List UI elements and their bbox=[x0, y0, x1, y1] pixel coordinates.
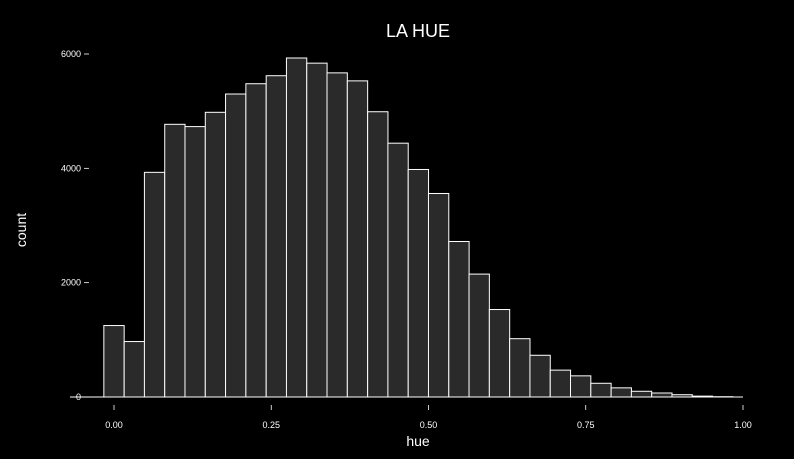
histogram-bar-14 bbox=[387, 142, 409, 398]
histogram-bar-13 bbox=[367, 111, 389, 398]
histogram-bar-22 bbox=[549, 369, 572, 398]
histogram-bar-20 bbox=[509, 338, 531, 398]
histogram-bar-27 bbox=[651, 392, 673, 398]
histogram-bar-9 bbox=[285, 57, 308, 398]
histogram-bars bbox=[103, 57, 734, 398]
histogram-bar-6 bbox=[225, 93, 247, 398]
y-tick-label-2: 4000 bbox=[61, 163, 81, 173]
histogram-bar-24 bbox=[590, 382, 612, 398]
histogram-bar-23 bbox=[570, 375, 592, 398]
histogram-bar-17 bbox=[448, 241, 470, 398]
histogram-bar-18 bbox=[468, 273, 490, 398]
x-axis-ticks: 0.00 0.25 0.50 0.75 1.00 bbox=[105, 405, 752, 430]
histogram-bar-25 bbox=[610, 387, 632, 398]
histogram-bar-26 bbox=[630, 390, 653, 398]
histogram-bar-3 bbox=[164, 123, 186, 398]
histogram-bar-12 bbox=[346, 80, 369, 398]
y-tick-label-3: 6000 bbox=[61, 49, 81, 59]
y-tick-label-1: 2000 bbox=[61, 278, 81, 288]
histogram-bar-15 bbox=[407, 168, 430, 398]
x-tick-label-2: 0.50 bbox=[420, 420, 438, 430]
x-tick-label-0: 0.00 bbox=[105, 420, 123, 430]
x-axis-label: hue bbox=[406, 433, 430, 449]
x-tick-label-3: 0.75 bbox=[577, 420, 595, 430]
y-axis-label: count bbox=[13, 213, 29, 247]
x-tick-label-4: 1.00 bbox=[734, 420, 752, 430]
histogram-bar-1 bbox=[123, 341, 145, 398]
histogram-bar-7 bbox=[245, 83, 267, 398]
histogram-bar-8 bbox=[265, 75, 288, 398]
histogram-bar-16 bbox=[427, 192, 450, 398]
histogram-bar-4 bbox=[184, 126, 206, 398]
x-tick-label-1: 0.25 bbox=[262, 420, 280, 430]
histogram-bar-0 bbox=[103, 325, 125, 398]
histogram-bar-19 bbox=[488, 309, 511, 398]
histogram-bar-5 bbox=[204, 111, 227, 398]
histogram-bar-2 bbox=[143, 171, 166, 398]
histogram-bar-21 bbox=[529, 354, 551, 398]
chart-title: LA HUE bbox=[386, 21, 450, 41]
histogram-bar-11 bbox=[326, 72, 348, 398]
histogram-bar-10 bbox=[306, 62, 328, 398]
